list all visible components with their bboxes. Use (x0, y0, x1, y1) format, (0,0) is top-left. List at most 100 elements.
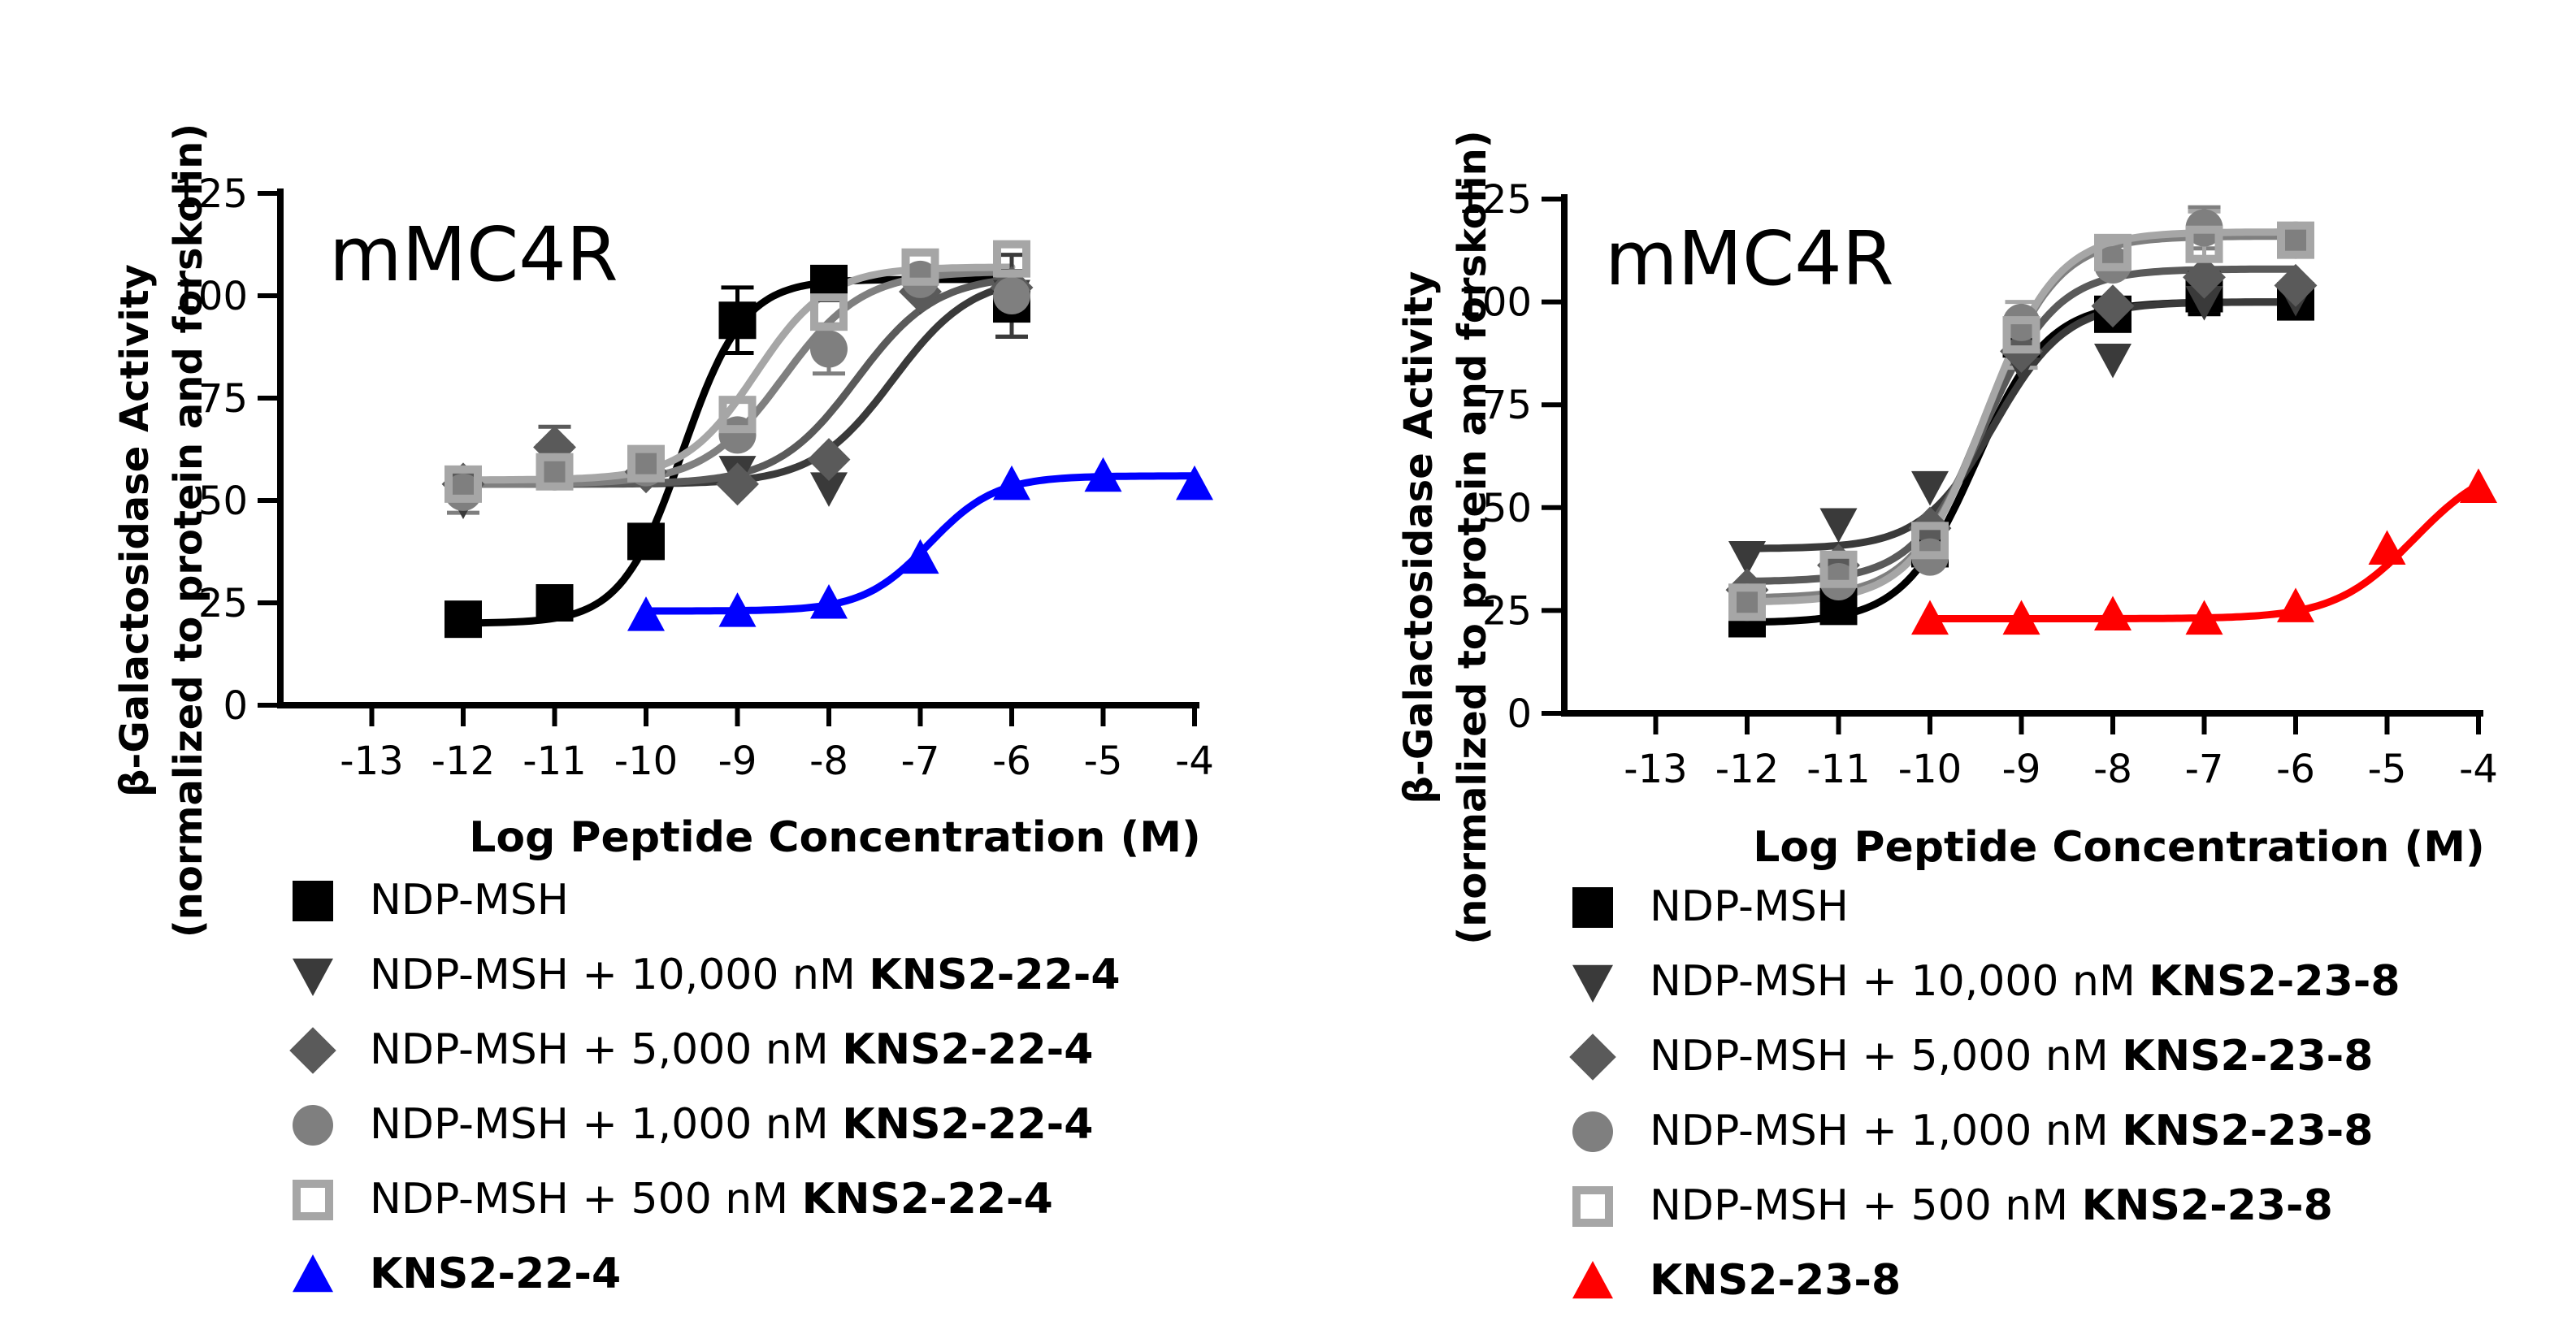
x-tick-label: -6 (2276, 747, 2315, 792)
x-axis-label: Log Peptide Concentration (M) (1753, 823, 2484, 872)
data-point-series-5 (2368, 530, 2406, 565)
receptor-annotation: mMC4R (1605, 215, 1894, 302)
legend-label-1: NDP-MSH + 10,000 nM KNS2-22-4 (370, 951, 1121, 999)
chart-panel-right: 0 25 50 75 100 125 -13 -12 -11 -10 -9 -8 -7 -6 -5 -4 β-G… (1396, 130, 2498, 1305)
data-point-series-1 (2094, 343, 2131, 379)
x-tick-label: -12 (432, 739, 495, 784)
legend-label-compound: KNS2-22-4 (842, 1025, 1093, 1074)
x-tick-label: -8 (2093, 747, 2132, 792)
data-point-series-2 (807, 438, 851, 482)
y-tick-label: 25 (198, 581, 248, 626)
data-point-series-4 (901, 248, 939, 286)
data-point-series-5 (2277, 587, 2314, 622)
data-point-series-3 (810, 330, 848, 368)
x-axis-label: Log Peptide Concentration (M) (469, 813, 1200, 862)
data-point-series-1 (1728, 541, 1766, 576)
data-point-series-4 (536, 453, 574, 491)
data-point-series-5 (1176, 465, 1213, 500)
data-point-series-3 (2277, 221, 2314, 259)
x-tick-label: -5 (2368, 747, 2407, 792)
x-tick-label: -4 (1175, 739, 1214, 784)
legend-marker-5 (293, 1254, 333, 1293)
data-point-series-2 (2183, 255, 2226, 299)
x-tick-label: -9 (2002, 747, 2041, 792)
data-point-series-4 (810, 293, 848, 331)
data-point-series-4 (1911, 522, 1949, 560)
data-point-series-0 (627, 522, 665, 561)
x-tick-label: -11 (1806, 747, 1870, 792)
y-tick-label: 0 (223, 683, 248, 729)
y-tick-label: 50 (198, 479, 248, 524)
legend-label-4: NDP-MSH + 500 nM KNS2-22-4 (370, 1175, 1053, 1224)
data-point-series-4 (2277, 221, 2314, 259)
x-tick-label: -5 (1084, 739, 1123, 784)
data-point-series-5 (1084, 457, 1122, 492)
legend-marker-4 (1572, 1186, 1613, 1227)
x-tick-label: -7 (901, 739, 940, 784)
y-tick-label: 50 (1482, 486, 1532, 531)
data-point-series-4 (2094, 233, 2131, 271)
data-point-series-5 (2460, 468, 2497, 504)
legend-label-compound: KNS2-23-8 (2122, 1107, 2373, 1155)
data-point-series-0 (718, 301, 757, 340)
data-point-series-5 (2185, 600, 2223, 635)
legend-label-compound: KNS2-23-8 (2082, 1181, 2333, 1230)
data-point-series-4 (1728, 583, 1766, 622)
x-tick-label: -4 (2459, 747, 2498, 792)
y-axis-label: β-Galactosidase Activity (1396, 271, 1442, 804)
legend-marker-3 (293, 1105, 333, 1146)
x-tick-label: -7 (2185, 747, 2224, 792)
legend-marker-4 (293, 1180, 333, 1220)
data-point-series-4 (2185, 225, 2223, 263)
data-point-series-5 (2002, 600, 2040, 635)
legend-label-compound: KNS2-22-4 (869, 951, 1120, 999)
x-tick-label: -11 (523, 739, 586, 784)
legend-marker-1 (1572, 964, 1613, 1003)
legend-label-base: NDP-MSH (370, 876, 569, 925)
data-point-series-0 (536, 584, 574, 622)
x-tick-label: -13 (340, 739, 403, 784)
legend-marker-5 (1572, 1261, 1613, 1299)
legend-label-5: KNS2-22-4 (370, 1250, 621, 1298)
legend-label-base: NDP-MSH + 5,000 nM (370, 1025, 842, 1074)
x-tick-label: -6 (992, 739, 1031, 784)
data-point-series-3 (1728, 583, 1766, 622)
legend-label-2: NDP-MSH + 5,000 nM KNS2-22-4 (370, 1025, 1093, 1074)
x-tick-label: -10 (1898, 747, 1962, 792)
legend-label-base: NDP-MSH + 1,000 nM (370, 1100, 842, 1149)
legend-marker-2 (289, 1027, 336, 1074)
y-tick-label: 100 (1457, 280, 1532, 326)
legend-label-base: NDP-MSH + 10,000 nM (1650, 957, 2149, 1006)
legend-label-compound: KNS2-23-8 (1650, 1256, 1901, 1305)
legend-label-compound: KNS2-23-8 (2122, 1032, 2373, 1081)
y-axis-label-sub: (normalized to protein and forskolin) (1450, 130, 1495, 944)
data-point-series-2 (2091, 284, 2135, 328)
data-point-series-4 (445, 465, 482, 503)
legend-marker-0 (1572, 887, 1613, 928)
data-point-series-4 (993, 240, 1030, 278)
data-point-series-5 (901, 539, 939, 574)
legend-marker-1 (293, 958, 333, 996)
legend-label-4: NDP-MSH + 500 nM KNS2-23-8 (1650, 1181, 2333, 1230)
x-tick-label: -9 (718, 739, 757, 784)
chart-panel-left: 0 25 50 75 100 125 -13 -12 -11 -10 -9 -8 -7 -6 -5 -4 β-G… (112, 123, 1214, 1298)
legend-label-base: NDP-MSH + 10,000 nM (370, 951, 869, 999)
data-point-series-2 (2274, 263, 2318, 307)
legend-label-compound: KNS2-22-4 (842, 1100, 1093, 1149)
legend-label-compound: KNS2-22-4 (370, 1250, 621, 1298)
data-point-series-5 (810, 584, 848, 619)
data-point-series-1 (2185, 286, 2223, 321)
legend-marker-3 (1572, 1111, 1613, 1152)
legend-label-base: NDP-MSH + 500 nM (1650, 1181, 2082, 1230)
x-tick-label: -12 (1715, 747, 1779, 792)
data-point-series-4 (1819, 550, 1858, 588)
data-point-series-3 (536, 453, 574, 491)
y-tick-label: 100 (173, 274, 248, 319)
y-tick-label: 0 (1507, 691, 1532, 737)
data-point-series-4 (627, 444, 665, 483)
legend-label-3: NDP-MSH + 1,000 nM KNS2-23-8 (1650, 1107, 2373, 1155)
data-point-series-1 (810, 472, 848, 507)
data-point-series-5 (1911, 600, 1949, 635)
x-tick-label: -13 (1624, 747, 1687, 792)
